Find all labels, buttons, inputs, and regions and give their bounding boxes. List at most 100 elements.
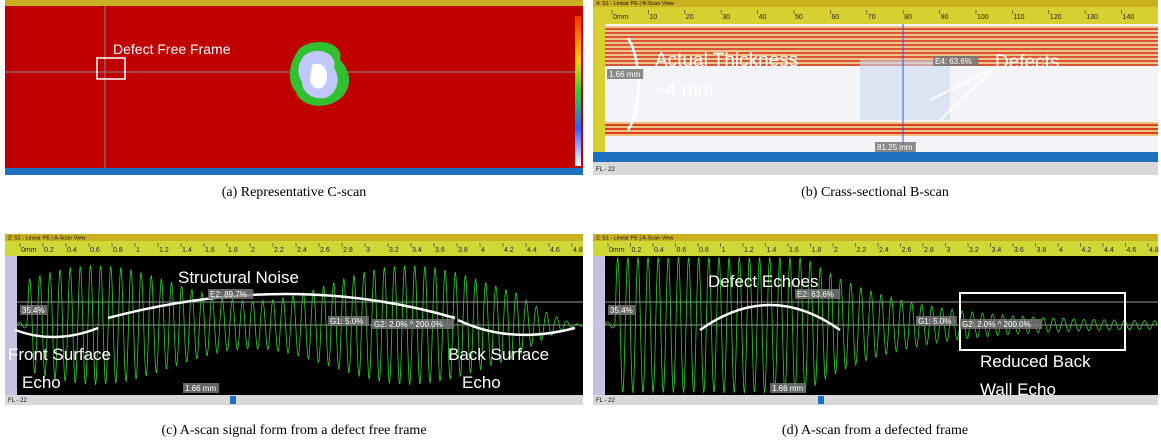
annotation: Structural Noise [178,268,299,287]
ruler-label: 80 [904,14,912,21]
ruler-label: 4.8 [1149,247,1159,254]
readout: 81.25 mm [877,143,913,152]
ruler-label: 100 [977,14,989,21]
ruler-label: 3.6 [1014,247,1024,254]
ruler-label: 70 [868,14,876,21]
caption: (a) Representative C-scan [222,185,367,200]
footer: FL - 22 [596,398,615,404]
readout: 1.66 mm [772,384,803,393]
ruler-label: 0mm [21,247,37,254]
caption: (b) Crass-sectional B-scan [801,185,949,200]
ruler-label: 30 [722,14,730,21]
ruler-label: 10 [649,14,657,21]
ruler-label: 4.2 [504,247,514,254]
window-title: 2: S1 - Linear PE | A-Scan View [8,236,85,242]
ruler-label: 3.8 [458,247,468,254]
ruler-label: 3.2 [389,247,399,254]
ruler-label: 3 [947,247,951,254]
ruler-label: 20 [686,14,694,21]
ruler-label: 120 [1050,14,1062,21]
readout: 1.66 mm [185,384,216,393]
ruler-label: 0mm [609,247,625,254]
footer: FL - 22 [8,398,27,404]
annotation: Echo [462,373,501,392]
annotation: Wall Echo [980,380,1056,399]
ruler-label: 4.6 [550,247,560,254]
figure: Defect Free Frame (a) Representative C-s… [0,0,1161,442]
ruler-label: 1 [722,247,726,254]
ruler-label: 40 [759,14,767,21]
annotation: Front Surface [8,345,111,364]
readout: E2: 89.7% [210,290,247,299]
ruler-label: 4.8 [573,247,583,254]
panel-a: Defect Free Frame (a) Representative C-s… [5,0,583,200]
annotation: Defect Echoes [708,272,819,291]
ruler-label: 4.4 [527,247,537,254]
caption: (c) A-scan signal form from a defect fre… [161,423,426,438]
ruler-label: 2.4 [879,247,889,254]
ruler-label: 4 [1059,247,1063,254]
annotation: ~4 mm [655,80,714,101]
ruler-label: 0.4 [67,247,77,254]
ruler-label: 0mm [613,14,629,21]
ruler-label: 2.6 [320,247,330,254]
ruler-label: 0.2 [44,247,54,254]
ruler-label: 4.4 [1104,247,1114,254]
ruler-label: 3 [366,247,370,254]
ruler-label: 1.6 [205,247,215,254]
footer: FL - 22 [596,167,615,173]
ruler-label: 1.2 [744,247,754,254]
ruler-label: 110 [1013,14,1024,21]
ruler-label: 50 [795,14,803,21]
ruler-label: 0.8 [113,247,123,254]
ruler-label: 130 [1086,14,1098,21]
ruler-label: 2 [251,247,255,254]
readout: G1: 5.0% [330,317,363,326]
readout: G1: 5.0% [918,317,951,326]
ruler-label: 2.2 [274,247,284,254]
annotation: Back Surface [448,345,549,364]
ruler-label: 60 [831,14,839,21]
ruler-label: 1.8 [228,247,238,254]
caption: (d) A-scan from a defected frame [782,423,968,438]
window-title: 2: S1 - Linear PE | A-Scan View [596,236,673,242]
annotation: Actual Thickness [655,50,798,71]
ruler-label: 1.6 [789,247,799,254]
panel-d: 2: S1 - Linear PE | A-Scan View FL - 22 … [593,234,1158,438]
panel-c: 2: S1 - Linear PE | A-Scan View FL - 22 … [5,234,583,438]
ruler-label: 0.4 [654,247,664,254]
readout: G2: 2.0% ^ 200.0% [374,320,443,329]
ruler-label: 3.4 [412,247,422,254]
ruler-label: 1 [136,247,140,254]
ruler-label: 2.6 [902,247,912,254]
ruler-label: 2 [834,247,838,254]
readout: E2: 63.6% [797,290,834,299]
ruler-label: 3.4 [992,247,1002,254]
ruler-label: 2.8 [924,247,934,254]
readout: G2: 2.0% ^ 200.0% [962,320,1031,329]
ruler-label: 3.6 [435,247,445,254]
readout: E4: 63.6% [935,57,972,66]
ruler-label: 4 [481,247,485,254]
ruler-label: 1.8 [812,247,822,254]
readout: 35.4% [610,306,633,315]
ruler-label: 4.2 [1082,247,1092,254]
annotation: Defects [995,52,1059,73]
annotation: Reduced Back [980,352,1091,371]
annotation: Echo [22,373,61,392]
ruler-label: 1.2 [159,247,169,254]
ruler-label: 90 [941,14,949,21]
ruler-label: 1.4 [767,247,777,254]
ruler-label: 1.4 [182,247,192,254]
ruler-label: 2.2 [857,247,867,254]
ruler-label: 0.8 [699,247,709,254]
ruler-label: 2.8 [343,247,353,254]
ruler-label: 0.6 [90,247,100,254]
ruler-label: 0.2 [632,247,642,254]
ruler-label: 4.6 [1127,247,1137,254]
ruler-label: 0.6 [677,247,687,254]
ruler-label: 2.4 [297,247,307,254]
readout: 35.4% [22,306,45,315]
ruler-label: 140 [1123,14,1135,21]
readout: 1.66 mm [609,70,640,79]
